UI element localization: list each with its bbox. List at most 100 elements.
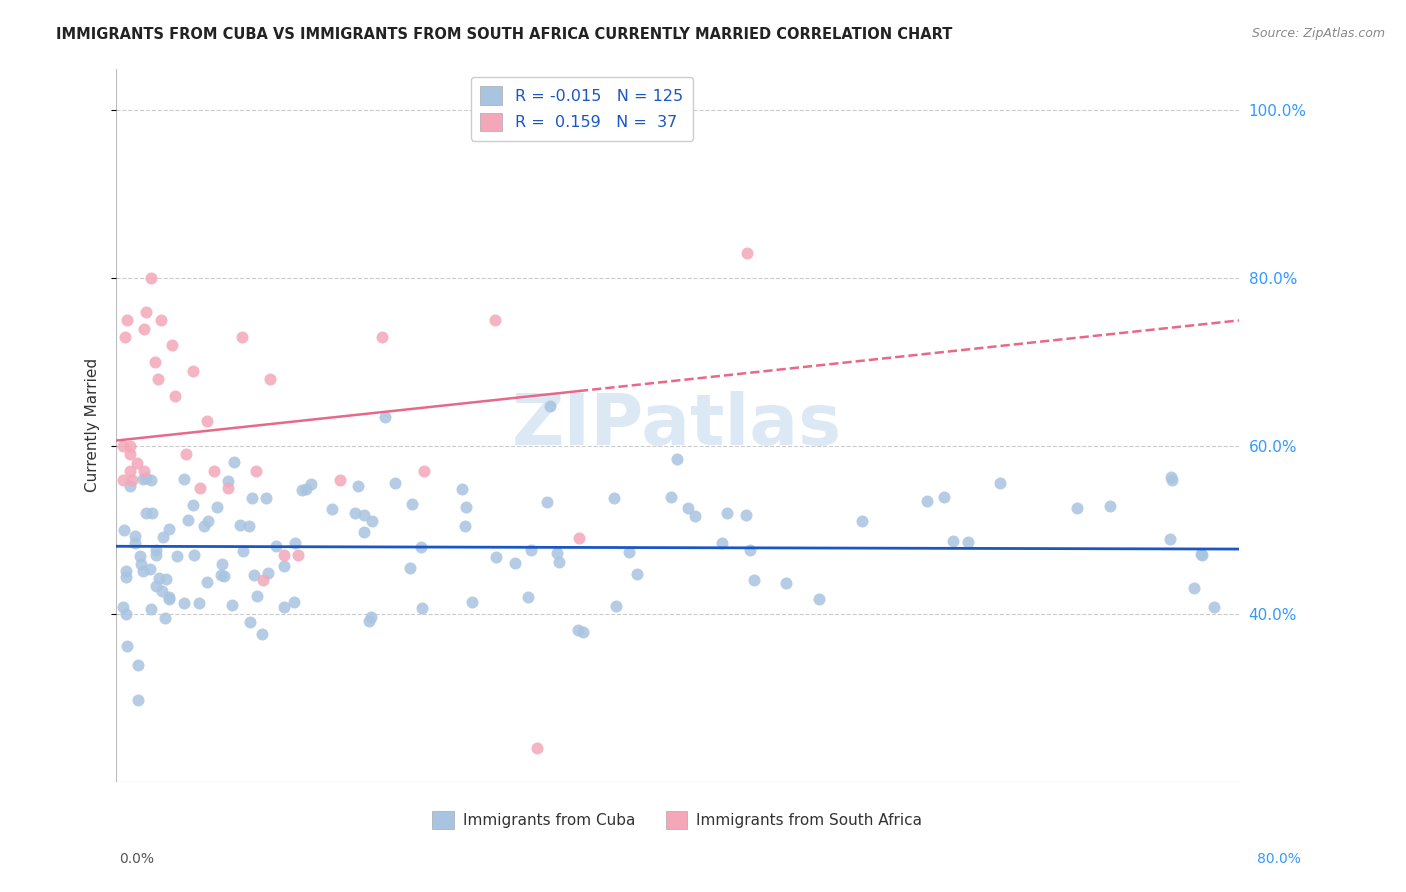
Point: [181, 498, 204, 512]
Point: [157, 591, 180, 606]
Point: [139, 473, 162, 487]
Point: [409, 540, 432, 554]
Point: [273, 559, 295, 574]
Point: [145, 548, 167, 562]
Point: [120, 478, 142, 492]
Point: [1160, 469, 1182, 483]
Point: [141, 602, 163, 616]
Point: [360, 609, 382, 624]
Point: [291, 483, 314, 498]
Point: [127, 693, 149, 707]
Point: [742, 573, 765, 587]
Point: [135, 305, 157, 319]
Point: [1189, 547, 1212, 561]
Point: [942, 534, 965, 549]
Point: [411, 600, 433, 615]
Point: [173, 472, 195, 486]
Text: IMMIGRANTS FROM CUBA VS IMMIGRANTS FROM SOUTH AFRICA CURRENTLY MARRIED CORRELATI: IMMIGRANTS FROM CUBA VS IMMIGRANTS FROM …: [56, 27, 953, 42]
Point: [401, 497, 423, 511]
Point: [131, 564, 153, 578]
Point: [212, 569, 235, 583]
Point: [149, 313, 172, 327]
Point: [138, 562, 160, 576]
Point: [485, 549, 508, 564]
Point: [915, 494, 938, 508]
Point: [125, 456, 148, 470]
Point: [160, 338, 183, 352]
Point: [157, 591, 180, 605]
Point: [145, 542, 167, 557]
Point: [252, 626, 274, 640]
Point: [197, 514, 219, 528]
Point: [361, 515, 384, 529]
Point: [152, 530, 174, 544]
Point: [222, 455, 245, 469]
Text: ZIPatlas: ZIPatlas: [512, 391, 842, 459]
Point: [115, 570, 138, 584]
Point: [353, 524, 375, 539]
Point: [139, 271, 162, 285]
Point: [115, 313, 138, 327]
Point: [666, 452, 689, 467]
Point: [1159, 532, 1181, 546]
Point: [135, 471, 157, 485]
Point: [659, 491, 682, 505]
Point: [603, 491, 626, 505]
Point: [209, 568, 232, 582]
Point: [734, 508, 756, 522]
Point: [114, 330, 136, 344]
Point: [284, 536, 307, 550]
Point: [685, 509, 707, 524]
Point: [155, 572, 177, 586]
Point: [124, 536, 146, 550]
Point: [295, 482, 318, 496]
Point: [159, 522, 181, 536]
Point: [568, 532, 591, 546]
Point: [273, 548, 295, 562]
Point: [516, 591, 538, 605]
Point: [112, 524, 135, 538]
Point: [1182, 581, 1205, 595]
Point: [252, 574, 274, 588]
Point: [536, 495, 558, 509]
Point: [146, 372, 169, 386]
Point: [567, 623, 589, 637]
Point: [451, 482, 474, 496]
Y-axis label: Currently Married: Currently Married: [86, 358, 100, 492]
Point: [775, 576, 797, 591]
Point: [202, 464, 225, 478]
Point: [115, 640, 138, 654]
Point: [1066, 500, 1088, 515]
Point: [229, 517, 252, 532]
Point: [538, 399, 561, 413]
Point: [121, 473, 143, 487]
Point: [240, 491, 263, 506]
Point: [111, 439, 134, 453]
Point: [956, 535, 979, 549]
Point: [111, 473, 134, 487]
Point: [195, 414, 218, 428]
Point: [547, 555, 569, 569]
Point: [166, 549, 188, 563]
Point: [183, 548, 205, 562]
Point: [456, 500, 478, 515]
Point: [195, 575, 218, 590]
Point: [174, 447, 197, 461]
Point: [1099, 499, 1122, 513]
Point: [118, 447, 141, 461]
Point: [124, 529, 146, 543]
Point: [329, 473, 352, 487]
Point: [259, 372, 281, 386]
Point: [181, 363, 204, 377]
Point: [264, 539, 287, 553]
Point: [143, 355, 166, 369]
Point: [371, 330, 394, 344]
Point: [129, 557, 152, 571]
Point: [187, 596, 209, 610]
Legend: Immigrants from Cuba, Immigrants from South Africa: Immigrants from Cuba, Immigrants from So…: [426, 805, 928, 835]
Point: [484, 313, 506, 327]
Point: [163, 389, 186, 403]
Point: [384, 475, 406, 490]
Point: [118, 464, 141, 478]
Point: [808, 592, 831, 607]
